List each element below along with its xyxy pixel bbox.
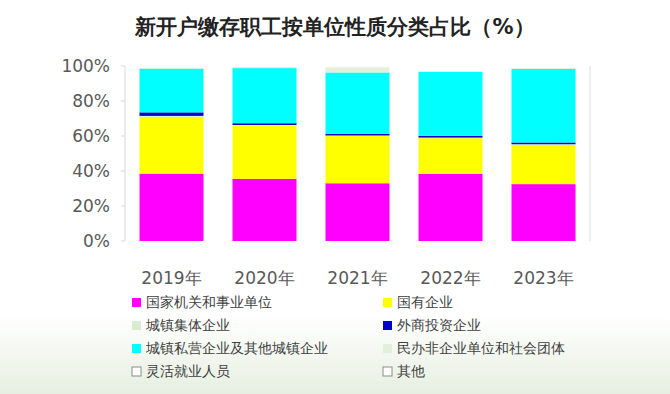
bar-segment [326,134,390,136]
bar-segment [233,68,297,123]
y-tick [121,101,125,102]
bar-segment [326,67,390,72]
bar-segment [326,136,390,183]
background [0,0,670,394]
legend-label: 灵活就业人员 [146,363,230,379]
y-tick-label: 20% [72,196,110,216]
legend-label: 民办非企业单位和社会团体 [397,340,565,356]
legend-swatch [383,367,392,376]
legend-label: 城镇集体企业 [145,317,230,333]
chart: 新开户缴存职工按单位性质分类占比（%） 0% 20% 40% 60% 80% 100% 201… [0,0,670,394]
bar-segment [512,184,576,241]
bar-segment [140,112,204,116]
legend-label: 外商投资企业 [397,317,481,333]
bar-segment [419,138,483,174]
bar-segment [512,68,576,69]
y-tick [121,241,125,242]
legend-swatch [383,321,392,330]
y-tick [121,171,125,172]
axis-line [125,66,126,241]
x-tick-label: 2021年 [327,268,387,288]
legend-swatch [132,344,141,353]
bar-segment [419,68,483,71]
bar-segment [419,66,483,68]
bar-segment [512,142,576,144]
legend-label: 其他 [397,363,425,379]
bar-segment [512,69,576,143]
y-tick [121,136,125,137]
bar-segment [512,145,576,184]
bar-segment [233,126,297,179]
x-tick-label: 2022年 [420,268,480,288]
legend-swatch [132,367,141,376]
bar-segment [512,66,576,68]
bar-segment [233,66,297,67]
y-tick-label: 60% [72,126,110,146]
y-tick [121,206,125,207]
bar-segment [233,179,297,241]
bar-segment [326,183,390,241]
x-tick-label: 2020年 [234,268,294,288]
legend-swatch [383,344,392,353]
legend-swatch [383,298,392,307]
y-tick-label: 80% [72,91,110,111]
bar-segment [233,67,297,68]
y-tick-label: 40% [72,161,110,181]
x-tick-label: 2019年 [141,268,201,288]
legend-label: 城镇私营企业及其他城镇企业 [145,340,328,356]
y-tick-label: 0% [83,231,110,251]
bar-segment [419,136,483,138]
bar-segment [512,66,576,67]
bar-segment [419,174,483,241]
bar-segment [233,123,297,125]
bar-segment [326,66,390,67]
bar-segment [140,67,204,69]
y-tick [121,66,125,67]
bar-segment [233,66,297,67]
axis-line [590,66,591,241]
bar-segment [140,117,204,174]
bar-segment [140,66,204,68]
legend-swatch [132,298,141,307]
legend-label: 国家机关和事业单位 [146,294,272,310]
bar-segment [326,66,390,68]
title: 新开户缴存职工按单位性质分类占比（%） [134,15,534,39]
bar-segment [140,66,204,67]
bar-segment [140,69,204,113]
bars [140,66,576,241]
bar-segment [326,72,390,133]
bar-segment [419,72,483,136]
y-tick-label: 100% [61,56,110,76]
x-tick-label: 2023年 [513,268,573,288]
bar-segment [140,174,204,241]
legend-label: 国有企业 [397,294,453,310]
legend-swatch [132,321,141,330]
